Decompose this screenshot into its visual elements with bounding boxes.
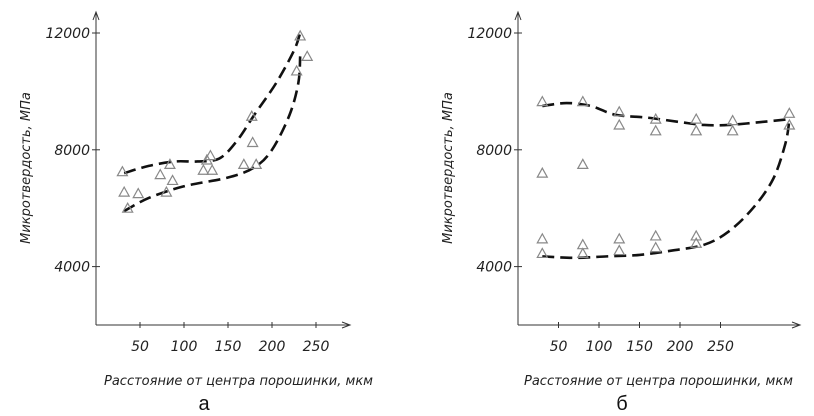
data-point-triangle — [206, 164, 219, 175]
y-axis-arrow — [92, 10, 100, 21]
data-point-triangle — [690, 124, 703, 136]
data-point-triangle — [245, 109, 258, 121]
data-point-triangle — [576, 95, 589, 107]
data-point-triangle — [121, 201, 134, 213]
y-tick-label: 12000 — [45, 26, 90, 42]
x-axis-arrow — [791, 321, 802, 329]
y-tick-label: 8000 — [54, 143, 90, 159]
y-axis-label: Микротвердость, МПа — [19, 92, 34, 244]
data-point-triangle — [576, 158, 589, 169]
data-point-triangle — [690, 237, 703, 248]
panel-label: а — [198, 393, 210, 415]
trend-curve — [123, 32, 302, 175]
y-tick-label: 8000 — [476, 143, 512, 159]
x-tick-label: 100 — [586, 339, 613, 355]
data-point-triangle — [116, 165, 129, 177]
data-point-triangle — [536, 232, 549, 244]
data-point-triangle — [726, 124, 739, 136]
x-tick-label: 50 — [131, 339, 149, 355]
trend-curve — [542, 120, 791, 260]
data-point-triangle — [154, 168, 167, 180]
panel-label: б — [616, 393, 627, 415]
data-point-triangle — [649, 124, 662, 136]
panel-a-chart: 50 100 150 200 250 4000 8000 12000 Расстояние от… — [19, 10, 373, 415]
data-point-triangle — [290, 64, 303, 76]
y-axis-label: Микротвердость, МПа — [441, 92, 456, 244]
data-point-triangle — [166, 174, 179, 186]
data-point-triangle — [294, 29, 307, 41]
data-point-triangle — [690, 229, 703, 241]
data-point-triangle — [613, 244, 626, 256]
data-point-triangle — [649, 229, 662, 241]
data-point-triangle — [301, 50, 314, 61]
data-point-triangle — [536, 247, 549, 259]
data-point-triangle — [132, 187, 145, 199]
data-point-triangle — [160, 185, 173, 197]
data-point-triangle — [163, 158, 176, 169]
x-tick-label: 100 — [171, 339, 198, 355]
data-point-triangle — [246, 136, 259, 148]
data-point-triangle — [118, 185, 131, 197]
y-tick-label: 12000 — [467, 26, 512, 42]
x-axis-label: Расстояние от центра порошинки, мкм — [104, 374, 373, 389]
x-tick-label: 250 — [707, 339, 734, 355]
data-point-triangle — [783, 118, 796, 130]
x-tick-label: 50 — [550, 339, 568, 355]
x-axis-label: Расстояние от центра порошинки, мкм — [524, 374, 793, 389]
x-tick-label: 250 — [303, 339, 330, 355]
data-point-triangle — [536, 166, 549, 178]
data-point-triangle — [649, 112, 662, 124]
y-tick-label: 4000 — [54, 260, 90, 276]
data-point-triangle — [237, 158, 250, 169]
trend-curve — [542, 101, 790, 127]
x-tick-label: 150 — [215, 339, 242, 355]
data-point-triangle — [690, 112, 703, 124]
x-tick-label: 150 — [626, 339, 653, 355]
data-point-triangle — [536, 95, 549, 107]
data-point-triangle — [649, 241, 662, 253]
panel-b-chart: 50 100 150 200 250 4000 8000 12000 Расстояние от… — [441, 10, 802, 415]
trend-curve — [123, 56, 302, 213]
data-point-triangle — [613, 105, 626, 117]
data-point-triangle — [783, 107, 796, 118]
x-tick-label: 200 — [667, 339, 694, 355]
data-point-triangle — [576, 247, 589, 259]
data-point-triangle — [726, 114, 739, 126]
data-point-triangle — [250, 158, 263, 169]
data-point-triangle — [197, 164, 210, 175]
x-tick-label: 200 — [259, 339, 286, 355]
data-point-triangle — [204, 149, 217, 161]
data-point-triangle — [613, 232, 626, 244]
data-point-triangle — [613, 118, 626, 130]
x-axis-arrow — [341, 321, 352, 329]
y-axis-arrow — [514, 10, 522, 21]
y-tick-label: 4000 — [476, 260, 512, 276]
